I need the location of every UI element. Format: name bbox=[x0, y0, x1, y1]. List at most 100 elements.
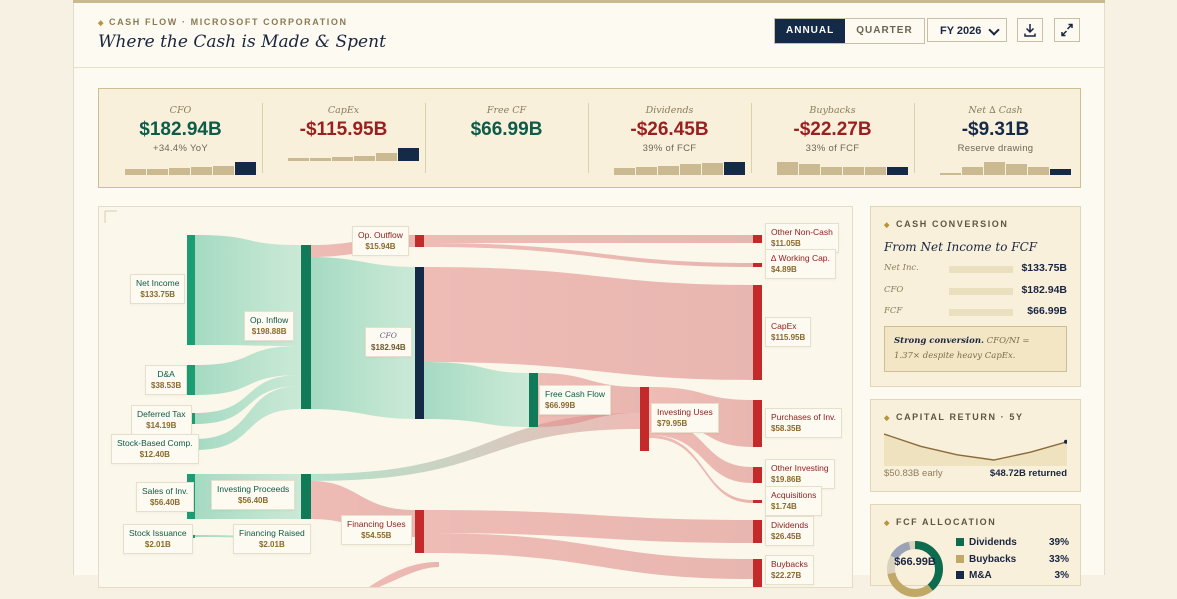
period-toggle: ANNUAL QUARTER bbox=[774, 18, 925, 44]
diamond-icon: ◆ bbox=[884, 222, 891, 229]
fiscal-year-select[interactable]: FY 2026 bbox=[927, 18, 1007, 42]
spark-bar bbox=[125, 169, 146, 175]
label-op-outflow: Op. Outflow $15.94B bbox=[352, 226, 409, 256]
link-financinguses-dividends bbox=[424, 510, 753, 543]
kpi-capex: CapEx -$115.95B bbox=[262, 89, 425, 187]
label-capex: CapEx $115.95B bbox=[765, 317, 812, 347]
link-da-opinflow bbox=[195, 346, 301, 395]
link-deferred-opinflow bbox=[195, 375, 301, 424]
label-investing-proceeds: Investing Proceeds $56.40B bbox=[211, 480, 296, 510]
node-op-inflow[interactable] bbox=[301, 245, 311, 409]
fcf-allocation-card: ◆ FCF ALLOCATION $66.99B Dividends 39% Buy… bbox=[870, 504, 1081, 597]
node-op-outflow[interactable] bbox=[415, 235, 424, 247]
label-purchases-inv: Purchases of Inv. $58.35B bbox=[765, 408, 843, 438]
spark-bar bbox=[940, 173, 961, 175]
node-capex[interactable] bbox=[753, 285, 762, 380]
page-kicker: ◆ CASH FLOW · MICROSOFT CORPORATION bbox=[98, 17, 348, 27]
spark-bar bbox=[169, 168, 190, 175]
kpi-sub: 33% of FCF bbox=[805, 143, 860, 154]
spark-bar bbox=[984, 162, 1005, 175]
header-divider bbox=[74, 67, 1104, 68]
legend-buybacks: Buybacks 33% bbox=[956, 554, 1069, 565]
spark-bar bbox=[1028, 167, 1049, 175]
label-sales-inv: Sales of Inv. $56.40B bbox=[136, 482, 195, 512]
node-working-cap[interactable] bbox=[753, 263, 762, 267]
spark-bar bbox=[398, 148, 419, 161]
link-investingproceeds-investinguses bbox=[311, 413, 640, 481]
spark-bar bbox=[702, 163, 723, 175]
kpi-value: -$26.45B bbox=[630, 119, 709, 140]
label-op-inflow: Op. Inflow $198.88B bbox=[244, 311, 295, 341]
link-financinguses-buybacks bbox=[424, 533, 753, 579]
label-fcf: Free Cash Flow $66.99B bbox=[539, 385, 611, 415]
spark-bar bbox=[614, 168, 635, 175]
kpi-label: Buybacks bbox=[809, 105, 856, 116]
kpi-net-cash: Net ∆ Cash -$9.31B Reserve drawing bbox=[914, 89, 1077, 187]
capital-return-early: $50.83B early bbox=[884, 468, 943, 479]
kpi-label: CFO bbox=[169, 105, 192, 116]
kpi-sparkbars bbox=[614, 161, 745, 175]
node-acquisitions[interactable] bbox=[753, 500, 762, 503]
label-cfo: CFO $182.94B bbox=[365, 327, 412, 357]
spark-bar bbox=[288, 158, 309, 161]
spark-bar bbox=[843, 167, 864, 175]
link-cfo-capex bbox=[424, 267, 753, 380]
label-financing-raised: Financing Raised $2.01B bbox=[233, 524, 311, 554]
label-dividends: Dividends $26.45B bbox=[765, 516, 815, 546]
node-investing-uses[interactable] bbox=[640, 387, 649, 451]
capital-return-card: ◆ CAPITAL RETURN · 5Y $50.83B early $48.7… bbox=[870, 399, 1081, 492]
node-financing-uses[interactable] bbox=[415, 510, 424, 553]
kpi-value: -$22.27B bbox=[793, 119, 872, 140]
node-cfo[interactable] bbox=[415, 267, 424, 419]
node-net-income[interactable] bbox=[187, 235, 195, 345]
link-investinguses-otherinvesting bbox=[649, 419, 753, 483]
label-working-cap: ∆ Working Cap. $4.89B bbox=[765, 249, 836, 279]
node-da[interactable] bbox=[187, 365, 195, 395]
node-fcf[interactable] bbox=[529, 373, 538, 427]
node-dividends[interactable] bbox=[753, 520, 762, 543]
sankey-chart: Net Income $133.75B D&A $38.53B Deferred T… bbox=[98, 206, 853, 588]
kpi-free-cf: Free CF $66.99B bbox=[425, 89, 588, 187]
kpi-sparkbars bbox=[288, 147, 419, 161]
kpi-sparkbars bbox=[777, 161, 908, 175]
sankey-svg bbox=[104, 210, 762, 587]
card-title: ◆ CAPITAL RETURN · 5Y bbox=[884, 412, 1024, 422]
spark-bar bbox=[147, 169, 168, 175]
spark-bar bbox=[1050, 169, 1071, 175]
diamond-icon: ◆ bbox=[884, 415, 891, 422]
kpi-value: -$9.31B bbox=[961, 119, 1030, 140]
kpi-sparkbars bbox=[125, 161, 256, 175]
spark-bar bbox=[865, 167, 886, 175]
label-financing-uses: Financing Uses $54.55B bbox=[341, 515, 412, 545]
node-buybacks[interactable] bbox=[753, 559, 762, 587]
spark-bar bbox=[354, 156, 375, 161]
kpi-label: Dividends bbox=[645, 105, 694, 116]
kpi-strip: CFO $182.94B +34.4% YoY CapEx -$115.95B … bbox=[98, 88, 1081, 188]
link-sbc-opinflow bbox=[195, 386, 301, 450]
spark-bar bbox=[799, 164, 820, 175]
label-investing-uses: Investing Uses $79.95B bbox=[651, 403, 719, 433]
node-investing-proceeds[interactable] bbox=[301, 474, 311, 519]
chevron-down-icon bbox=[988, 24, 1000, 36]
kpi-buybacks: Buybacks -$22.27B 33% of FCF bbox=[751, 89, 914, 187]
diamond-icon: ◆ bbox=[884, 520, 891, 527]
node-other-noncash[interactable] bbox=[753, 235, 762, 243]
link-opoutflow-othernoncash bbox=[424, 235, 753, 243]
link-cfo-fcf bbox=[424, 362, 529, 427]
spark-bar bbox=[235, 162, 256, 175]
kpi-sub: +34.4% YoY bbox=[152, 143, 209, 154]
card-subtitle: From Net Income to FCF bbox=[884, 240, 1038, 254]
node-other-investing[interactable] bbox=[753, 467, 762, 483]
card-title: ◆ FCF ALLOCATION bbox=[884, 517, 997, 527]
spark-bar bbox=[887, 167, 908, 175]
label-deferred-tax: Deferred Tax $14.19B bbox=[131, 405, 192, 435]
kpi-dividends: Dividends -$26.45B 39% of FCF bbox=[588, 89, 751, 187]
label-net-income: Net Income $133.75B bbox=[130, 274, 186, 304]
conversion-row: CFO $182.94B bbox=[884, 284, 1067, 296]
annual-tab[interactable]: ANNUAL bbox=[775, 19, 846, 43]
expand-button[interactable] bbox=[1054, 18, 1080, 42]
trend-line bbox=[884, 433, 1067, 461]
quarter-tab[interactable]: QUARTER bbox=[856, 25, 913, 36]
node-purchases-inv[interactable] bbox=[753, 400, 762, 447]
download-button[interactable] bbox=[1017, 18, 1043, 42]
